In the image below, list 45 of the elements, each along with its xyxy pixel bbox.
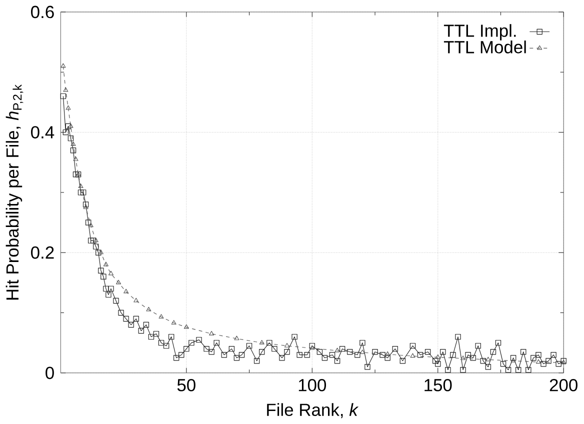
point	[93, 238, 98, 242]
point	[234, 336, 240, 340]
point	[103, 262, 108, 266]
point	[209, 330, 214, 336]
point	[360, 350, 365, 354]
point	[410, 353, 416, 358]
point	[108, 270, 114, 276]
point	[83, 204, 88, 210]
y-tick-label: 0.4	[31, 126, 54, 139]
x-axis-title: File Rank, k	[267, 403, 359, 418]
point	[68, 123, 74, 128]
point	[184, 324, 189, 329]
x-tick-label: 200	[550, 378, 578, 392]
point	[536, 359, 541, 364]
x-tick-label: 100	[298, 378, 326, 392]
point	[486, 356, 491, 362]
point	[158, 314, 164, 319]
point	[63, 87, 68, 92]
y-axis-title: Hit Probability per File, h$_{P,2,k}$	[6, 84, 24, 300]
point	[60, 63, 66, 68]
legend-label: TTL Model	[444, 40, 526, 54]
point	[460, 356, 466, 360]
legend-label: TTL Impl.	[444, 24, 516, 40]
point	[98, 250, 104, 254]
y-tick-label: 0.6	[31, 6, 54, 18]
x-tick-label: 50	[177, 378, 196, 392]
point	[171, 320, 176, 325]
point	[124, 288, 129, 294]
point	[510, 358, 516, 362]
point	[73, 156, 78, 161]
point	[66, 105, 71, 110]
y-tick-label: 0	[46, 366, 54, 380]
point	[284, 343, 290, 348]
y-tick-label: 0.2	[31, 246, 54, 259]
x-tick-label: 150	[424, 378, 452, 392]
point	[385, 351, 390, 356]
point	[78, 184, 84, 188]
point	[435, 354, 440, 359]
point	[334, 348, 340, 352]
point	[134, 298, 139, 302]
point	[259, 340, 264, 344]
point	[70, 142, 76, 146]
point	[116, 280, 122, 284]
point	[88, 222, 94, 228]
point	[146, 306, 152, 312]
